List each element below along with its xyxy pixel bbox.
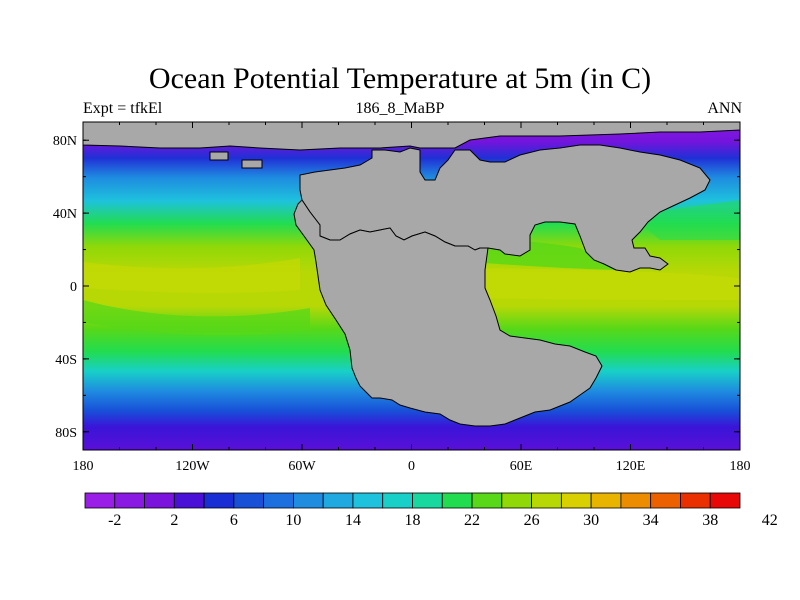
lon-label: 120W	[175, 459, 210, 474]
lon-label: 60E	[510, 459, 533, 474]
plot-title: Ocean Potential Temperature at 5m (in C)	[148, 62, 652, 95]
lat-label: 40S	[55, 353, 77, 368]
colorbar-label: 14	[345, 512, 361, 529]
colorbar-label: 22	[464, 512, 480, 529]
colorbar-box	[322, 492, 354, 509]
longitude-labels: 180 120W 60W 0 60E 120E 180	[73, 459, 751, 474]
colorbar-box	[441, 492, 473, 509]
lon-label: 60W	[288, 459, 316, 474]
colorbar-box	[352, 492, 384, 509]
colorbar-box	[203, 492, 235, 509]
colorbar-box	[531, 492, 562, 509]
frame-ticks	[82, 122, 741, 450]
colorbar-label: 10	[285, 512, 301, 529]
latitude-labels: 80N 40N 0 40S 80S	[53, 134, 77, 441]
lon-label: 120E	[616, 459, 646, 474]
colorbar-box	[709, 492, 741, 509]
colorbar-label: 26	[524, 512, 540, 529]
colorbar-label: 34	[643, 512, 659, 529]
colorbar-labels: -2 2 6 10 14 18 22 26 30 34 38 42	[108, 512, 778, 529]
landmass-south	[293, 199, 603, 427]
colorbar-box	[84, 492, 116, 509]
colorbar-box	[382, 492, 413, 509]
lat-label: 80S	[55, 426, 77, 441]
arctic-strip	[83, 122, 740, 151]
colorbar-label: -2	[108, 512, 121, 529]
colorbar-box	[144, 492, 175, 509]
colorbar-box	[680, 492, 711, 509]
colorbar-box	[471, 492, 503, 509]
colorbar-box	[114, 492, 145, 509]
small-island	[209, 151, 229, 161]
lon-label: 180	[73, 459, 94, 474]
season-label: ANN	[707, 100, 742, 117]
colorbar	[84, 492, 741, 509]
colorbar-label: 18	[405, 512, 421, 529]
colorbar-box	[650, 492, 681, 509]
colorbar-label: 38	[702, 512, 718, 529]
experiment-label: Expt = tfkEl	[83, 100, 163, 117]
colorbar-box	[501, 492, 532, 509]
colorbar-label: 42	[762, 512, 778, 529]
lat-label: 40N	[53, 207, 77, 222]
colorbar-box	[263, 492, 294, 509]
colorbar-box	[590, 492, 622, 509]
colorbar-box	[293, 492, 324, 509]
cold-tongue-west	[83, 300, 310, 336]
lon-label: 180	[730, 459, 751, 474]
colorbar-box	[620, 492, 652, 509]
warm-pool-west	[83, 258, 300, 294]
colorbar-label: 30	[583, 512, 599, 529]
colorbar-box	[560, 492, 592, 509]
lon-label: 0	[408, 459, 415, 474]
small-island-2	[241, 159, 263, 169]
colorbar-label: 2	[170, 512, 178, 529]
colorbar-box	[412, 492, 443, 509]
age-label: 186_8_MaBP	[355, 100, 445, 117]
colorbar-box	[173, 492, 205, 509]
colorbar-box	[233, 492, 265, 509]
northeast-pocket	[630, 200, 740, 240]
lat-label: 0	[70, 280, 77, 295]
colorbar-label: 6	[230, 512, 238, 529]
lat-label: 80N	[53, 134, 77, 149]
warm-pool-east	[480, 268, 740, 300]
